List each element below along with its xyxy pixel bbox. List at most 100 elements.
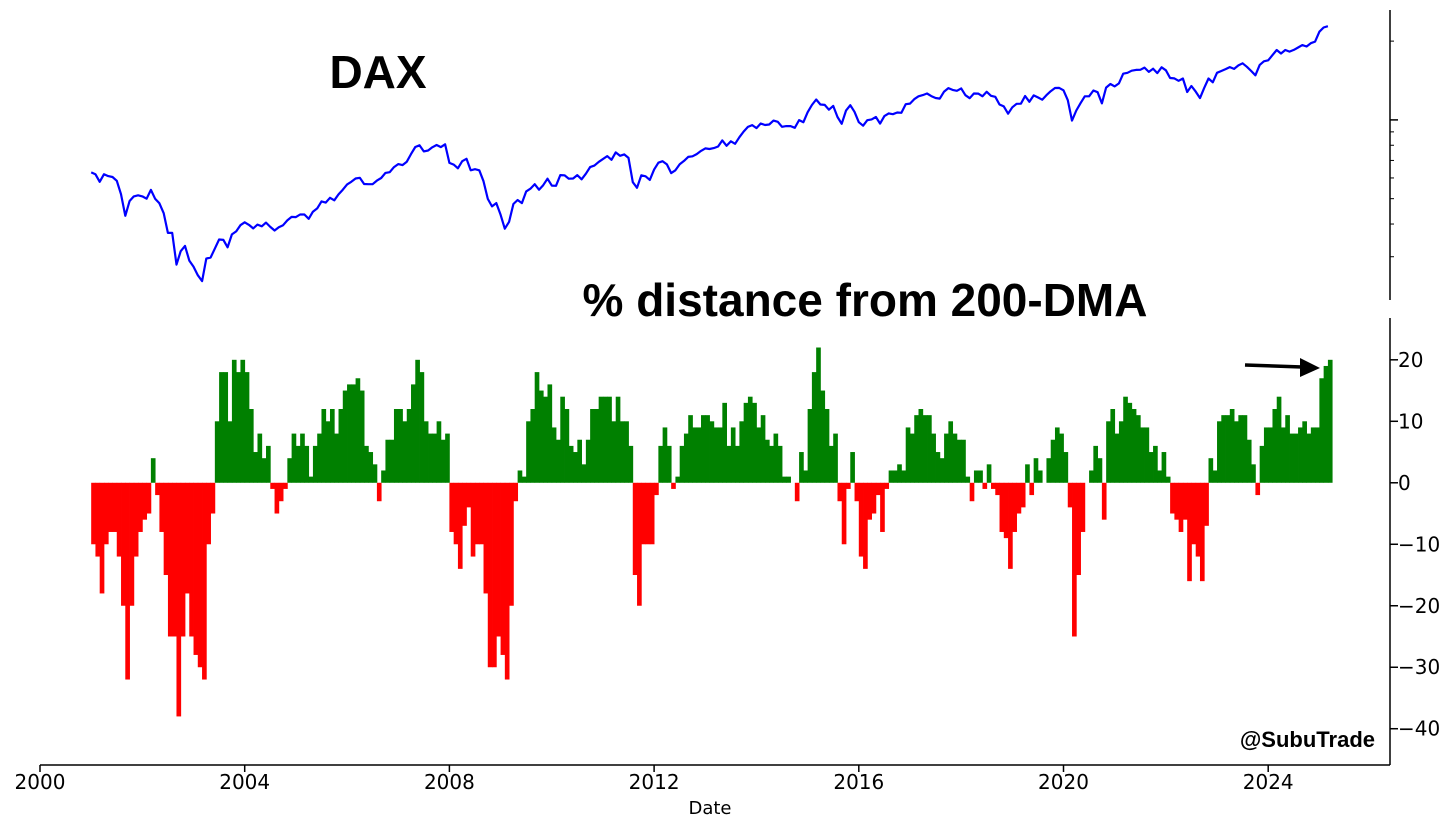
bar (359, 390, 365, 483)
bar (492, 482, 497, 668)
bar (683, 433, 689, 483)
bar (1136, 415, 1141, 483)
bar (824, 409, 830, 483)
bar (905, 427, 911, 483)
bar (385, 439, 391, 483)
bar (1089, 470, 1094, 483)
bar (1229, 409, 1235, 483)
bar (1140, 427, 1145, 483)
bar (176, 482, 182, 717)
bar (227, 421, 233, 483)
bar (901, 470, 907, 483)
bar (637, 482, 642, 606)
bar (1106, 421, 1111, 483)
bar (189, 482, 194, 637)
bar (598, 396, 604, 483)
bar (969, 482, 975, 502)
bar (590, 409, 595, 483)
bar (1285, 415, 1290, 483)
bar (752, 402, 757, 483)
bar (671, 482, 676, 489)
bar (999, 482, 1005, 532)
bar (803, 470, 809, 483)
bar (440, 439, 446, 483)
bar (1204, 482, 1209, 526)
bar (1251, 464, 1256, 483)
bar (91, 482, 96, 545)
bar (445, 433, 450, 483)
bar (1148, 452, 1154, 483)
bar (483, 482, 489, 594)
bar (1272, 409, 1278, 483)
bar (1008, 482, 1013, 569)
bar (274, 482, 280, 514)
arrow (1244, 358, 1320, 377)
bar (342, 390, 348, 483)
bar (449, 482, 455, 532)
bar (858, 482, 864, 557)
bar (1063, 452, 1069, 483)
bar (986, 464, 992, 483)
y-tick-label: 20 (1398, 348, 1423, 372)
bar (428, 433, 433, 483)
bar (172, 482, 177, 637)
bar (402, 421, 408, 483)
bar (764, 439, 770, 483)
bar (1221, 415, 1226, 483)
bar (888, 470, 894, 483)
bar (248, 409, 254, 483)
bar (1131, 409, 1137, 483)
bar (679, 445, 685, 483)
bar (180, 482, 186, 637)
bar (283, 482, 288, 489)
bar (457, 482, 463, 569)
bar (782, 476, 787, 483)
bar (270, 482, 275, 489)
bar (666, 445, 672, 483)
bar (551, 427, 557, 483)
bar (602, 396, 608, 483)
x-tick-label: 2024 (1243, 770, 1294, 794)
bar (534, 372, 540, 483)
bar (159, 482, 165, 532)
bar (1059, 433, 1064, 483)
bar (291, 433, 297, 483)
bar (662, 427, 668, 483)
bar (820, 390, 826, 483)
x-tick-label: 2012 (629, 770, 680, 794)
bar (1080, 482, 1086, 532)
bar (1217, 421, 1222, 483)
bar (1016, 482, 1022, 514)
bar (850, 452, 855, 483)
bar (368, 452, 374, 483)
bar (914, 415, 919, 483)
bar (202, 482, 207, 680)
bar (487, 482, 493, 668)
bar (351, 384, 356, 483)
bar (1033, 458, 1039, 483)
bar (799, 452, 804, 483)
bar (747, 396, 753, 483)
bar (1323, 365, 1329, 483)
bar (922, 415, 928, 483)
bar (692, 427, 698, 483)
bar (961, 439, 966, 483)
bar (654, 482, 659, 496)
bar (253, 452, 258, 483)
bar (185, 482, 190, 594)
bar (121, 482, 126, 606)
y-tick-label: 0 (1398, 471, 1411, 495)
bar (1161, 452, 1167, 483)
y-tick-label: −30 (1398, 655, 1440, 679)
bar (1170, 482, 1175, 514)
bar (1054, 427, 1060, 483)
bar (108, 482, 113, 532)
bar (419, 372, 425, 483)
bar (1118, 421, 1124, 483)
bar (927, 415, 932, 483)
bar (138, 482, 143, 532)
bar (1259, 445, 1265, 483)
bar (1101, 482, 1107, 520)
bar (372, 464, 378, 483)
bar (261, 458, 267, 483)
